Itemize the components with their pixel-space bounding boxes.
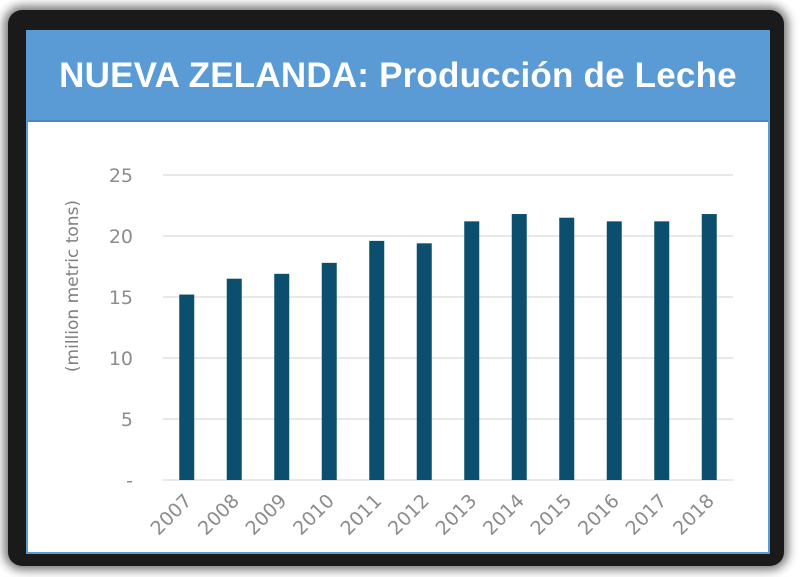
bar <box>606 221 622 481</box>
gridlines <box>163 174 733 481</box>
chart-card: NUEVA ZELANDA: Producción de Leche - 5 10 1… <box>26 30 770 554</box>
x-tick-label: 2013 <box>432 490 482 540</box>
x-axis-ticks: 2007200820092010201120122013201420152016… <box>147 490 719 540</box>
y-tick-label: 25 <box>109 165 133 187</box>
bar <box>369 240 385 480</box>
y-axis-label: (million metric tons) <box>63 200 83 372</box>
x-tick-label: 2009 <box>242 490 292 540</box>
y-tick-label: 20 <box>109 226 133 248</box>
x-tick-label: 2017 <box>622 490 672 540</box>
x-tick-label: 2012 <box>384 490 434 540</box>
y-axis-ticks: - 5 10 15 20 25 <box>109 165 133 492</box>
bar <box>416 243 432 480</box>
bar <box>179 294 195 480</box>
title-bar: NUEVA ZELANDA: Producción de Leche <box>28 32 768 122</box>
x-tick-label: 2018 <box>669 490 719 540</box>
bar <box>654 221 670 481</box>
bar <box>701 214 717 480</box>
y-tick-label: - <box>126 470 133 492</box>
bar <box>559 217 575 480</box>
y-tick-label: 15 <box>109 287 133 309</box>
x-tick-label: 2015 <box>527 490 577 540</box>
x-tick-label: 2016 <box>574 490 624 540</box>
x-tick-label: 2008 <box>194 490 244 540</box>
y-tick-label: 5 <box>121 409 133 431</box>
chart-frame: NUEVA ZELANDA: Producción de Leche - 5 10 1… <box>8 10 784 566</box>
x-tick-label: 2010 <box>289 490 339 540</box>
y-tick-label: 10 <box>109 348 133 370</box>
bar <box>464 221 480 481</box>
bar <box>226 278 242 480</box>
bar <box>511 214 527 480</box>
x-tick-label: 2014 <box>479 490 529 540</box>
x-tick-label: 2011 <box>337 490 387 540</box>
bars <box>179 214 717 481</box>
bar <box>321 262 337 480</box>
x-tick-label: 2007 <box>147 490 197 540</box>
chart-title: NUEVA ZELANDA: Producción de Leche <box>59 56 737 95</box>
bar <box>274 273 290 480</box>
